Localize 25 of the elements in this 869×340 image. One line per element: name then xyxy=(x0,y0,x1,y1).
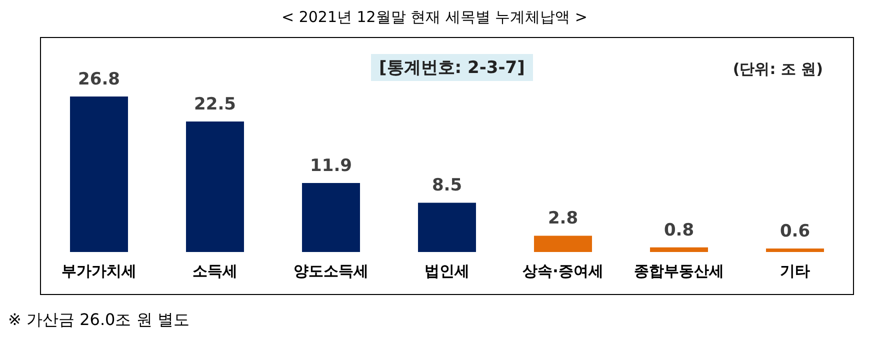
bar xyxy=(534,236,592,252)
x-tick-label: 종합부동산세 xyxy=(634,262,724,280)
data-label: 11.9 xyxy=(310,156,352,176)
x-tick-label: 부가가치세 xyxy=(62,262,136,280)
data-label: 8.5 xyxy=(432,176,462,196)
data-label: 0.8 xyxy=(664,220,694,240)
text: (단위: 조 원) xyxy=(732,60,823,79)
bar xyxy=(650,247,708,252)
text: ※ 가산금 26.0조 원 별도 xyxy=(8,310,190,331)
x-tick-label: 법인세 xyxy=(424,262,470,280)
x-tick-label: 양도소득세 xyxy=(294,262,368,280)
bar xyxy=(70,96,128,252)
chart-title: < 2021년 12월말 현재 세목별 누계체납액 > xyxy=(280,8,588,27)
bar xyxy=(302,182,360,252)
bar xyxy=(186,122,244,252)
bar xyxy=(418,202,476,252)
x-tick-label: 상속·증여세 xyxy=(522,262,604,280)
data-label: 0.6 xyxy=(780,221,810,242)
bar xyxy=(766,248,824,252)
text: [통계번호: 2-3-7] xyxy=(371,54,533,81)
x-tick-label: 소득세 xyxy=(192,262,238,280)
data-label: 26.8 xyxy=(78,69,120,90)
x-tick-label: 기타 xyxy=(780,262,810,280)
data-label: 2.8 xyxy=(548,208,578,229)
data-label: 22.5 xyxy=(194,94,236,114)
